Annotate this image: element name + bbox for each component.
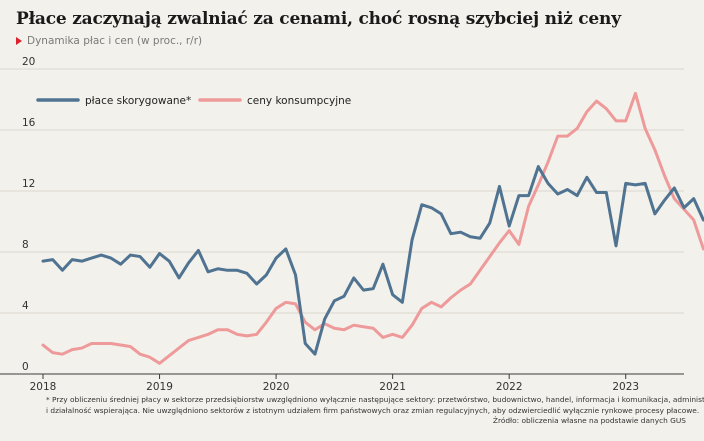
- legend-label: płace skorygowane*: [85, 95, 191, 107]
- y-tick-label: 20: [22, 56, 35, 68]
- x-tick-label: 2021: [379, 381, 406, 393]
- y-tick-label: 4: [22, 300, 29, 312]
- x-tick-label: 2019: [146, 381, 173, 393]
- chart-title: Płace zaczynają zwalniać za cenami, choć…: [16, 9, 621, 29]
- x-tick-label: 2018: [30, 381, 57, 393]
- wages-series-line: [41, 165, 704, 356]
- x-tick-label: 2022: [496, 381, 523, 393]
- legend-label: ceny konsumpcyjne: [247, 95, 351, 107]
- footnote-line-1: * Przy obliczeniu średniej płacy w sekto…: [46, 395, 704, 404]
- x-tick-label: 2023: [612, 381, 639, 393]
- chart-subtitle: Dynamika płac i cen (w proc., r/r): [16, 35, 202, 47]
- prices-series-line: [41, 91, 704, 365]
- footnote: * Przy obliczeniu średniej płacy w sekto…: [46, 395, 704, 427]
- x-tick-label: 2020: [263, 381, 290, 393]
- y-tick-label: 12: [22, 178, 35, 190]
- subtitle-text: Dynamika płac i cen (w proc., r/r): [27, 35, 203, 47]
- footnote-line-2: i działalność wspierająca. Nie uwzględni…: [46, 405, 700, 415]
- y-tick-label: 16: [22, 117, 36, 129]
- y-tick-label: 8: [22, 239, 29, 251]
- source-note: Źródło: obliczenia własne na podstawie d…: [492, 416, 686, 425]
- triangle-marker-icon: [16, 37, 22, 45]
- y-tick-label: 0: [22, 361, 29, 373]
